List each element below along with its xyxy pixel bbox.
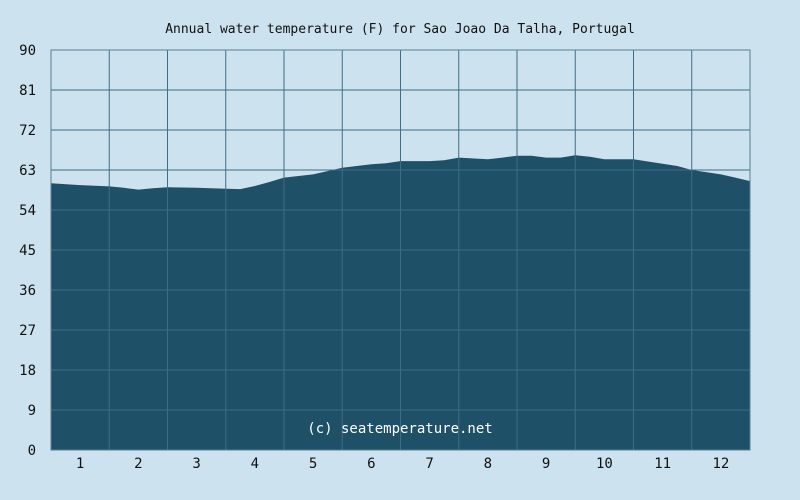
plot-border: [50, 49, 751, 451]
grid-layer: [51, 50, 750, 450]
y-tick-label: 9: [28, 403, 36, 419]
x-tick-label: 4: [251, 456, 259, 472]
chart-title: Annual water temperature (F) for Sao Joa…: [165, 22, 635, 37]
x-axis-ticks: 1 2 3 4 5 6 7 8 9 10 11 12: [76, 456, 729, 472]
y-tick-label: 63: [19, 163, 36, 179]
y-tick-label: 0: [28, 443, 36, 459]
x-tick-label: 8: [484, 456, 492, 472]
y-tick-label: 72: [19, 123, 36, 139]
x-tick-label: 7: [425, 456, 433, 472]
x-tick-label: 6: [367, 456, 375, 472]
y-axis-ticks: 0 9 18 27 36 45 54 63 72 81 90: [19, 43, 36, 459]
x-tick-label: 11: [654, 456, 671, 472]
y-tick-label: 45: [19, 243, 36, 259]
x-tick-label: 5: [309, 456, 317, 472]
y-tick-label: 90: [19, 43, 36, 59]
x-tick-label: 10: [596, 456, 613, 472]
y-tick-label: 54: [19, 203, 36, 219]
x-tick-label: 3: [192, 456, 200, 472]
x-tick-label: 9: [542, 456, 550, 472]
y-tick-label: 27: [19, 323, 36, 339]
y-tick-label: 18: [19, 363, 36, 379]
y-tick-label: 36: [19, 283, 36, 299]
y-tick-label: 81: [19, 83, 36, 99]
x-tick-label: 12: [712, 456, 729, 472]
x-tick-label: 2: [134, 456, 142, 472]
watermark: (c) seatemperature.net: [307, 421, 492, 437]
x-tick-label: 1: [76, 456, 84, 472]
